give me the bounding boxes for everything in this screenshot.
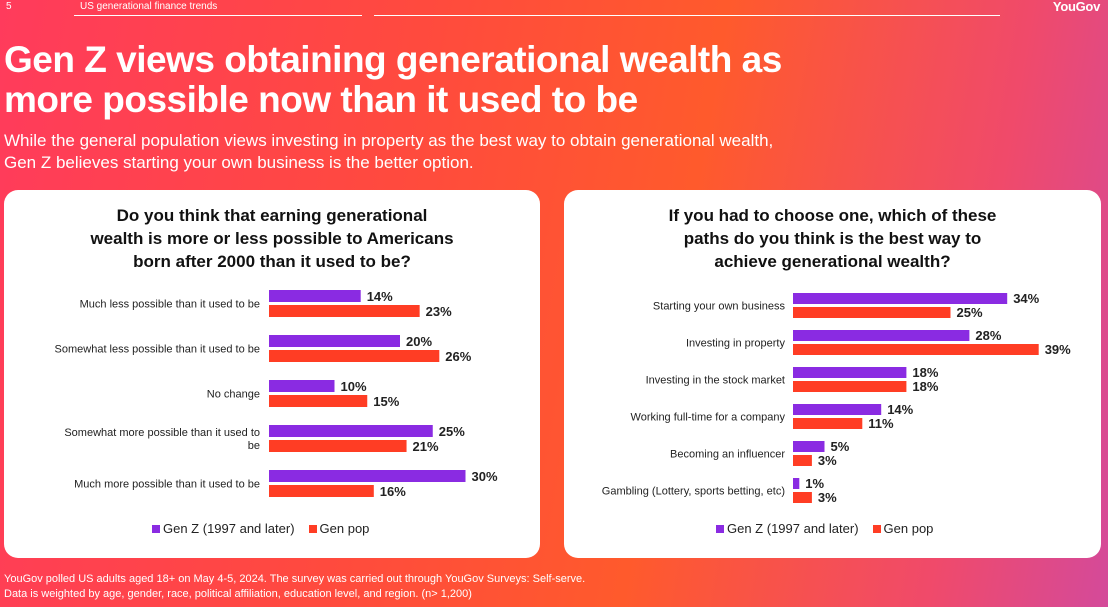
bar-genpop [793, 381, 907, 392]
footnote: YouGov polled US adults aged 18+ on May … [4, 572, 585, 602]
data-label: 3% [818, 453, 837, 468]
brand-logo: YouGov [1052, 0, 1100, 14]
legend-swatch [308, 524, 317, 533]
question-line: paths do you think is the best way to [683, 229, 982, 248]
bar-genz [793, 367, 907, 378]
bar-chart-possibility: Much less possible than it used to be 14%… [55, 289, 498, 499]
footnote-line-1: YouGov polled US adults aged 18+ on May … [4, 573, 586, 585]
legend-label: Gen pop [319, 521, 370, 536]
bar-genpop [269, 485, 374, 497]
data-label: 28% [975, 328, 1001, 343]
bar-genz [793, 441, 825, 452]
chart-panel-possibility: Do you think that earning generational w… [4, 190, 540, 558]
data-label: 25% [957, 305, 983, 320]
data-label: 26% [445, 349, 471, 364]
section-title: US generational finance trends [80, 1, 218, 12]
data-label: 21% [413, 439, 439, 454]
bar-genz [269, 425, 433, 437]
data-label: 3% [818, 490, 837, 505]
data-label: 15% [373, 394, 399, 409]
subtitle-line-2: Gen Z believes starting your own busines… [4, 153, 474, 172]
category-label: Somewhat less possible than it used to b… [55, 344, 260, 356]
page-number: 5 [6, 1, 12, 12]
legend-swatch [716, 524, 724, 533]
category-label: Starting your own business [653, 301, 786, 313]
legend-item-genpop: Gen pop [872, 521, 934, 536]
bar-genpop [269, 350, 440, 362]
bar-genpop [793, 492, 812, 503]
question-line: wealth is more or less possible to Ameri… [90, 229, 454, 248]
page-subtitle: While the general population views inves… [4, 130, 1004, 174]
data-label: 25% [439, 424, 465, 439]
question-line: born after 2000 than it used to be? [133, 252, 411, 271]
top-bar: 5 US generational finance trends YouGov [0, 0, 1108, 18]
bar-genpop [269, 305, 420, 317]
chart-question: If you had to choose one, which of these… [564, 204, 1101, 273]
bar-genz [269, 470, 466, 482]
chart-legend: Gen Z (1997 and later) Gen pop [152, 521, 369, 536]
chart-question: Do you think that earning generational w… [4, 204, 540, 273]
legend-label: Gen Z (1997 and later) [163, 521, 295, 536]
chart-panel-paths: If you had to choose one, which of these… [564, 190, 1101, 558]
bar-genz [269, 380, 335, 392]
bar-genz [793, 404, 882, 415]
header-rule-right [374, 15, 1000, 16]
page-title-line-1: Gen Z views obtaining generational wealt… [4, 39, 782, 80]
data-label: 1% [805, 476, 824, 491]
data-label: 34% [1013, 291, 1039, 306]
data-label: 18% [912, 379, 938, 394]
bar-genpop [793, 455, 812, 466]
data-label: 14% [367, 289, 393, 304]
page-title-line-2: more possible now than it used to be [4, 79, 638, 120]
category-label: No change [207, 389, 260, 401]
bar-genpop [793, 307, 951, 318]
data-label: 30% [472, 469, 498, 484]
question-line: Do you think that earning generational [116, 206, 428, 225]
category-label: Working full-time for a company [631, 412, 786, 424]
bar-genpop [793, 418, 863, 429]
legend-label: Gen Z (1997 and later) [727, 521, 859, 536]
data-label: 14% [887, 402, 913, 417]
legend-label: Gen pop [883, 521, 934, 536]
data-label: 18% [912, 365, 938, 380]
category-label: Becoming an influencer [670, 449, 785, 461]
category-label: Investing in property [686, 338, 786, 350]
subtitle-line-1: While the general population views inves… [4, 131, 774, 150]
data-label: 5% [831, 439, 850, 454]
question-line: If you had to choose one, which of these [668, 206, 997, 225]
category-label: be [248, 440, 260, 452]
question-line: achieve generational wealth? [714, 252, 951, 271]
category-label: Gambling (Lottery, sports betting, etc) [602, 486, 785, 498]
bar-genpop [793, 344, 1039, 355]
page-title: Gen Z views obtaining generational wealt… [4, 40, 1004, 120]
data-label: 10% [341, 379, 367, 394]
legend-item-genz: Gen Z (1997 and later) [716, 521, 859, 536]
data-label: 23% [426, 304, 452, 319]
data-label: 39% [1045, 342, 1071, 357]
legend-swatch [152, 524, 160, 533]
category-label: Much less possible than it used to be [80, 299, 260, 311]
category-label: Much more possible than it used to be [74, 479, 260, 491]
footnote-line-2: Data is weighted by age, gender, race, p… [4, 588, 472, 600]
legend-item-genz: Gen Z (1997 and later) [152, 521, 295, 536]
bar-genz [793, 330, 970, 341]
chart-legend: Gen Z (1997 and later) Gen pop [716, 521, 933, 536]
category-label: Somewhat more possible than it used to [64, 427, 260, 439]
bar-genpop [269, 440, 407, 452]
bar-chart-paths: Starting your own business 34% 25% Investin… [602, 291, 1071, 505]
bar-genz [269, 290, 361, 302]
header-rule-left [74, 15, 362, 16]
data-label: 20% [406, 334, 432, 349]
data-label: 16% [380, 484, 406, 499]
data-label: 11% [868, 416, 894, 431]
bar-genpop [269, 395, 368, 407]
bar-genz [793, 478, 800, 489]
category-label: Investing in the stock market [646, 375, 785, 387]
legend-item-genpop: Gen pop [308, 521, 370, 536]
legend-swatch [872, 524, 881, 533]
bar-genz [793, 293, 1008, 304]
bar-genz [269, 335, 400, 347]
